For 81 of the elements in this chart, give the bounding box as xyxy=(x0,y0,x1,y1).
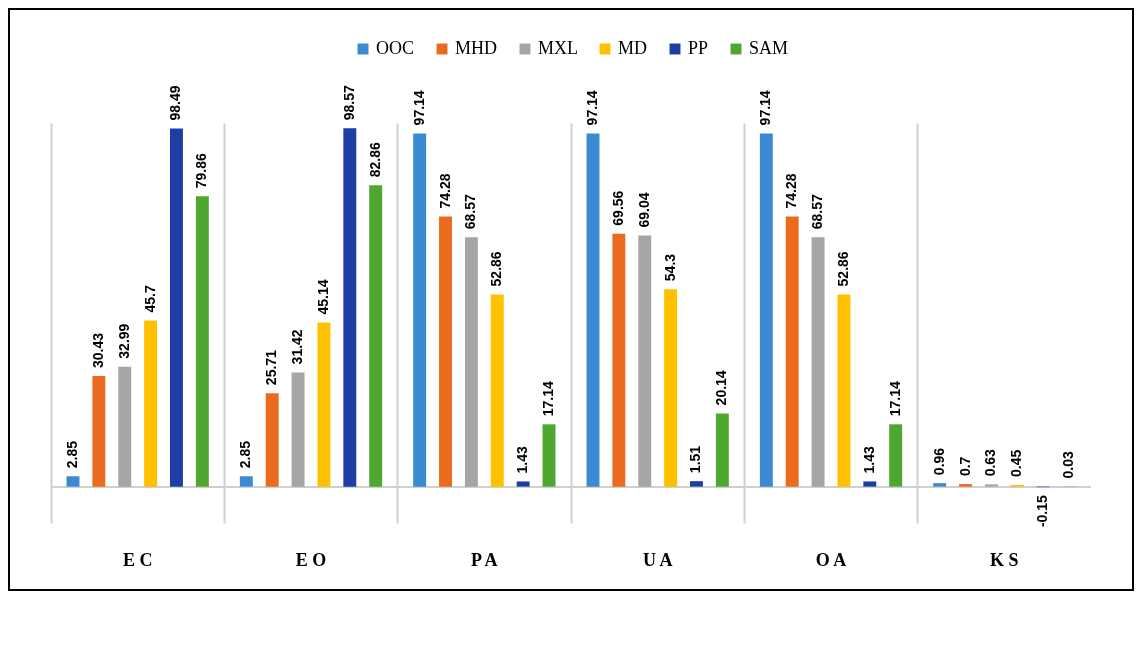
data-label: -0.15 xyxy=(1034,494,1051,528)
legend-label: MXL xyxy=(538,38,578,58)
data-label: 74.28 xyxy=(783,173,800,209)
x-tick-label: P A xyxy=(471,549,498,570)
bar xyxy=(291,372,305,487)
bar xyxy=(811,237,825,487)
bar xyxy=(759,133,773,487)
x-tick-label: O A xyxy=(815,549,847,570)
data-label: 45.7 xyxy=(141,284,158,313)
bar xyxy=(464,237,478,487)
legend-label: MD xyxy=(618,38,648,58)
data-label: 1.43 xyxy=(514,445,531,474)
bar xyxy=(343,128,357,487)
bar xyxy=(413,133,427,487)
bar xyxy=(516,481,530,487)
bar xyxy=(170,128,183,487)
bar xyxy=(863,481,877,487)
bar xyxy=(586,133,600,487)
data-label: 17.14 xyxy=(540,381,557,417)
data-label: 1.43 xyxy=(860,445,877,474)
bar xyxy=(490,294,504,487)
bar xyxy=(638,235,652,487)
data-label: 69.56 xyxy=(609,190,626,226)
data-label: 68.57 xyxy=(462,194,479,230)
bar xyxy=(837,294,851,487)
bar xyxy=(317,322,331,487)
bar xyxy=(439,216,452,487)
legend-label: OOC xyxy=(376,38,415,58)
data-label: 52.86 xyxy=(488,251,505,287)
data-label: 30.43 xyxy=(89,332,106,368)
data-label: 97.14 xyxy=(757,90,774,126)
data-label: 0.03 xyxy=(1060,451,1077,479)
data-label: 98.57 xyxy=(340,84,357,121)
data-label: 69.04 xyxy=(635,192,652,228)
bar xyxy=(239,476,253,487)
data-label: 0.96 xyxy=(930,447,947,476)
bar xyxy=(933,483,947,487)
data-label: 74.28 xyxy=(436,173,453,209)
data-label: 31.42 xyxy=(289,329,306,365)
data-label: 2.85 xyxy=(237,440,254,469)
bar xyxy=(664,289,678,487)
bar xyxy=(889,424,903,487)
legend-label: SAM xyxy=(749,38,789,58)
bar xyxy=(785,216,799,487)
data-label: 79.86 xyxy=(193,152,210,189)
bar xyxy=(690,481,703,487)
bar xyxy=(369,185,383,487)
data-label: 97.14 xyxy=(410,90,427,126)
data-label: 82.86 xyxy=(366,142,383,178)
data-label: 25.71 xyxy=(263,349,280,386)
data-label: 54.3 xyxy=(661,253,678,282)
bar xyxy=(118,366,132,487)
data-label: 0.7 xyxy=(956,456,973,477)
bar xyxy=(984,484,998,487)
bar xyxy=(542,424,556,487)
x-tick-label: E O xyxy=(295,549,327,570)
bar xyxy=(195,196,209,487)
data-label: 1.51 xyxy=(687,445,704,474)
bar xyxy=(66,476,80,487)
data-label: 0.45 xyxy=(1008,449,1025,477)
legend-label: MHD xyxy=(455,38,498,58)
data-label: 68.57 xyxy=(809,194,826,230)
data-label: 98.49 xyxy=(167,85,184,121)
x-tick-label: K S xyxy=(990,549,1019,570)
data-label: 20.14 xyxy=(713,370,730,406)
data-label: 97.14 xyxy=(583,90,600,126)
bar xyxy=(612,233,626,487)
x-tick-label: U A xyxy=(642,549,673,570)
data-label: 32.99 xyxy=(115,323,132,359)
data-label: 0.63 xyxy=(982,448,999,477)
legend-label: PP xyxy=(688,38,709,58)
bar xyxy=(265,393,279,487)
bar xyxy=(959,484,972,487)
bar xyxy=(715,413,729,487)
data-label: 52.86 xyxy=(834,251,851,287)
bar xyxy=(144,320,158,487)
data-label: 2.85 xyxy=(63,440,80,469)
x-tick-label: E C xyxy=(122,549,153,570)
data-label: 45.14 xyxy=(314,279,331,315)
data-label: 17.14 xyxy=(886,381,903,417)
bar xyxy=(92,375,106,487)
